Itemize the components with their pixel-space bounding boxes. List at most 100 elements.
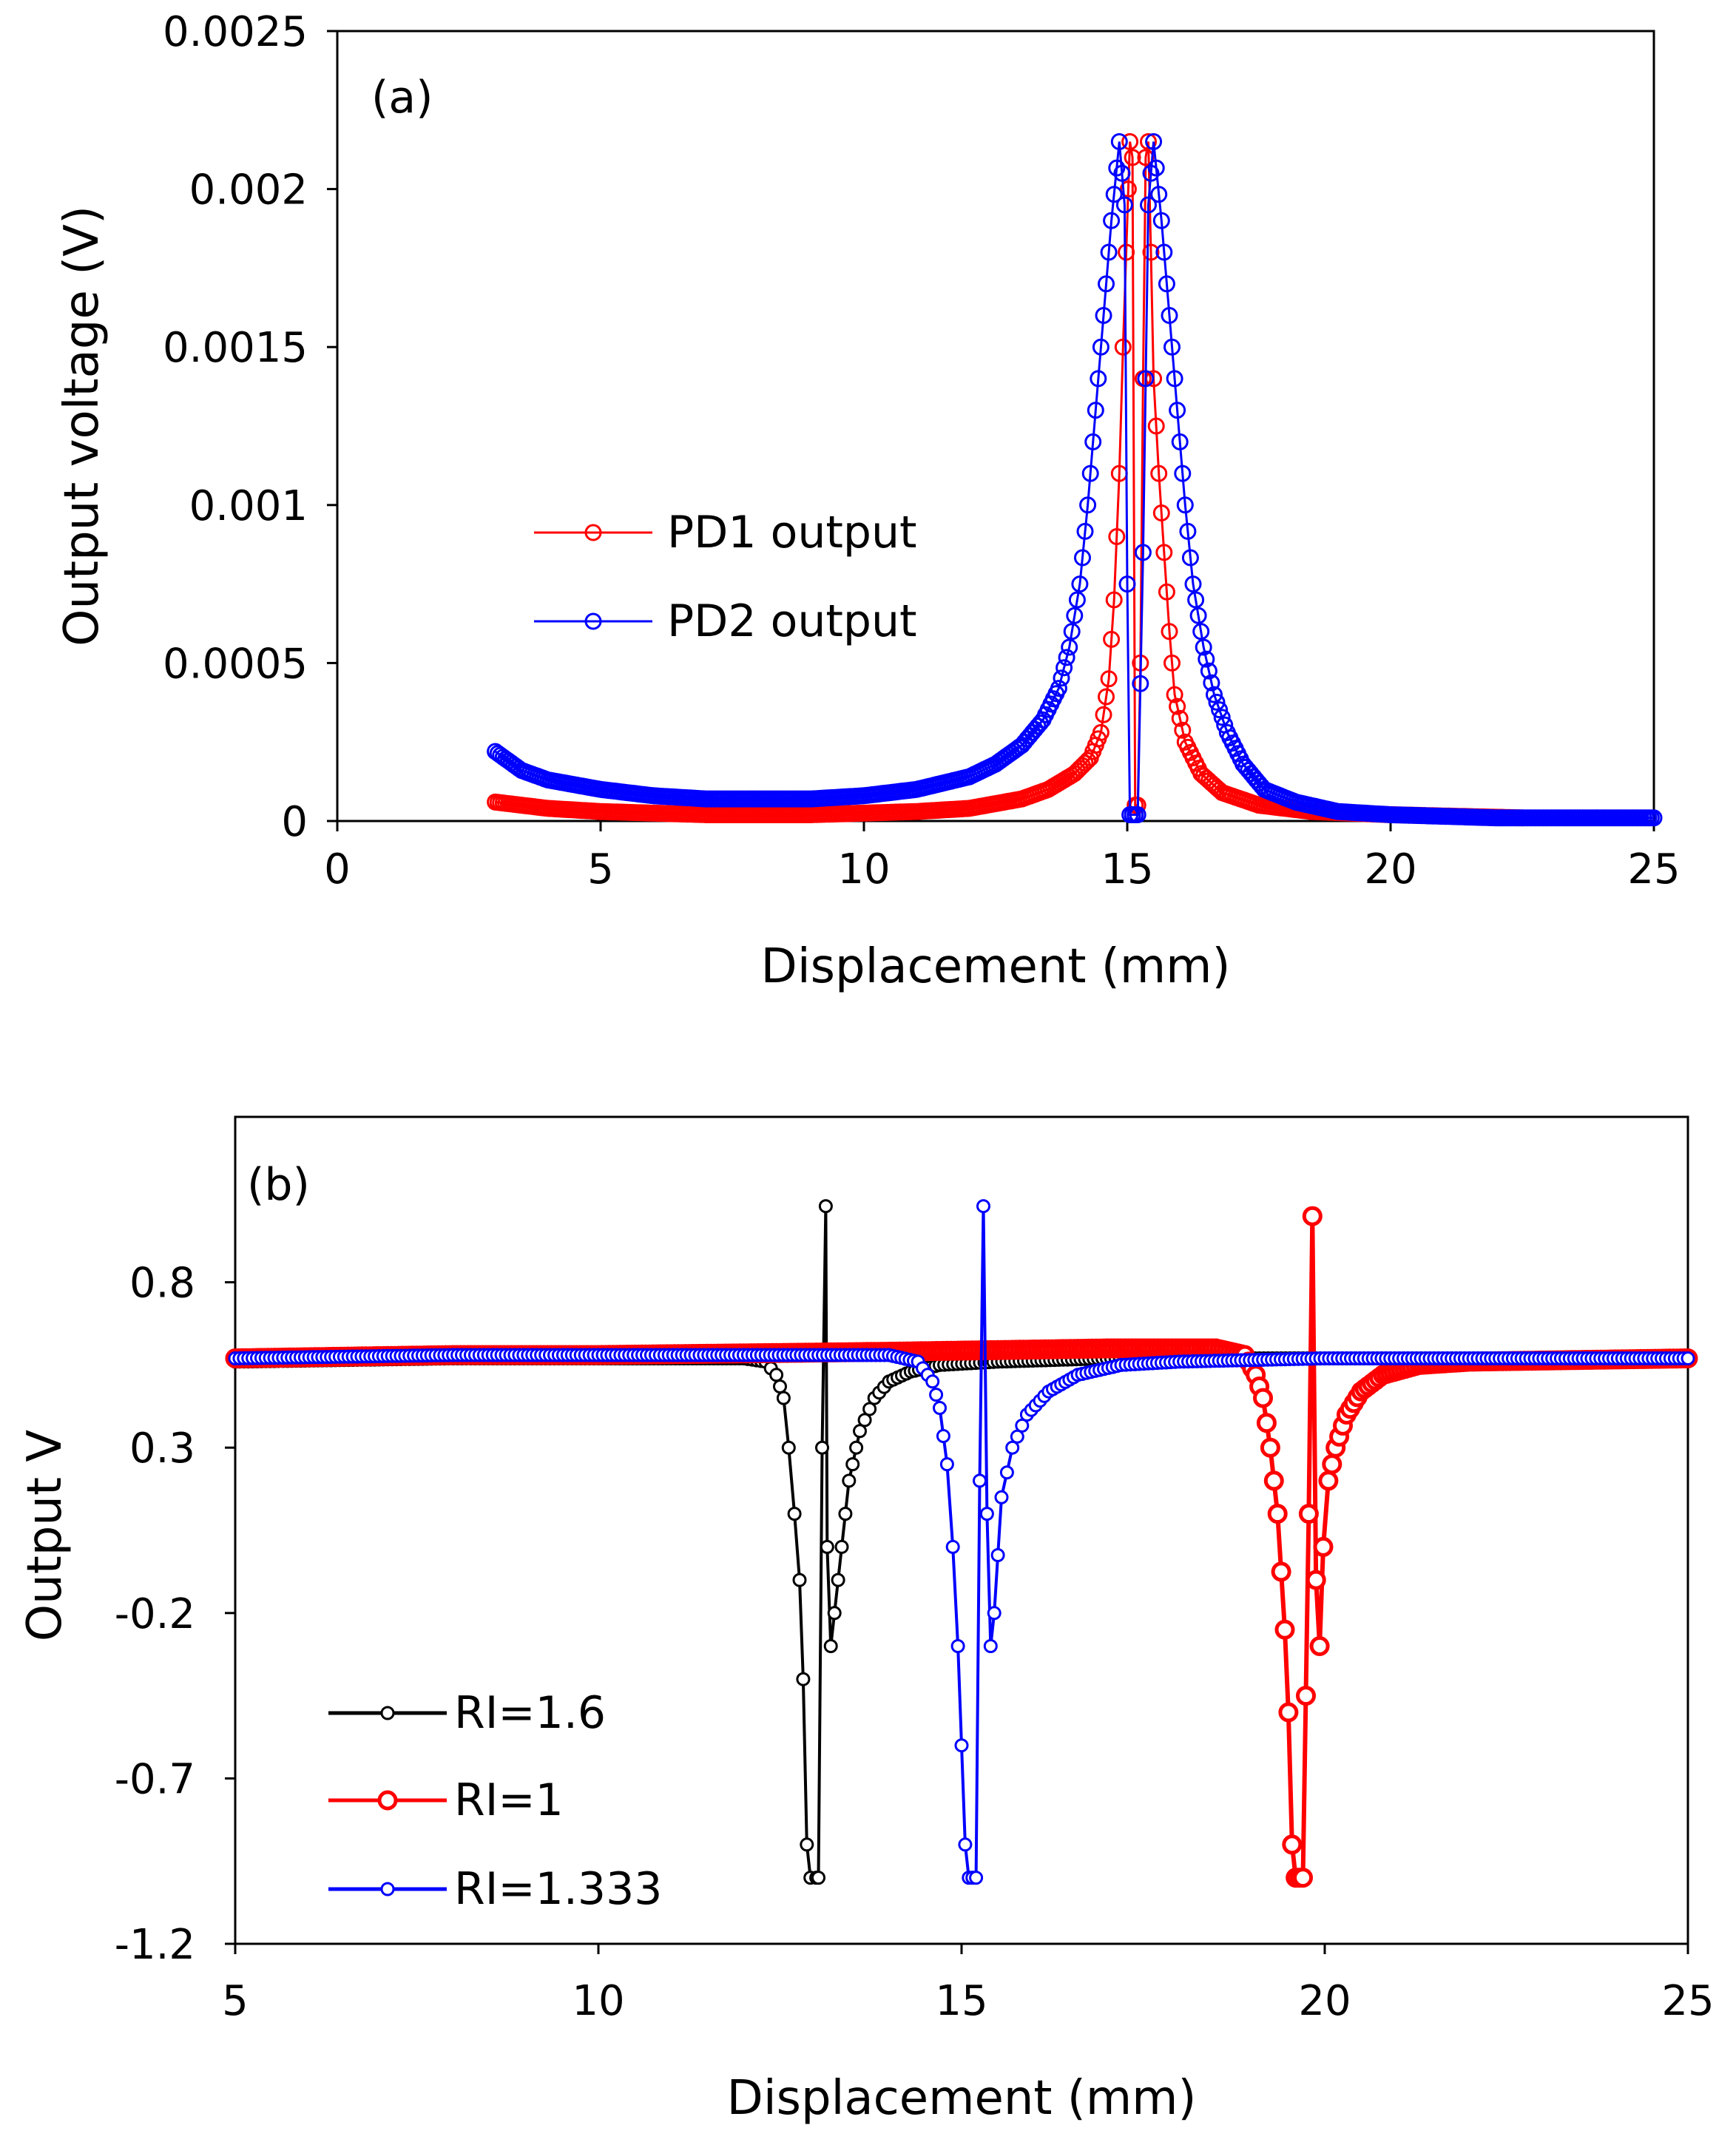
chart-b-ylabel: Output V: [18, 1430, 72, 1642]
chart-a-point-2: [1645, 809, 1663, 827]
chart-a-point-2: [1087, 402, 1104, 419]
chart-b-ticks: 5 10 15 20 25 0.8 0.3 -0.2 -0.7 -1.2: [115, 1260, 1715, 2025]
chart-a-point-2: [1074, 549, 1091, 567]
chart-b-legend: RI=1.6 RI=1 RI=1.333: [328, 1687, 662, 1915]
chart-a-point-2: [1050, 680, 1067, 697]
chart-a-xlabel: Displacement (mm): [761, 939, 1231, 994]
chart-b-point-1: [842, 1473, 857, 1488]
chart-a-point-1: [1158, 583, 1175, 601]
chart-a-point-2: [1090, 370, 1107, 388]
chart-a-point-2: [1105, 186, 1123, 203]
chart-a-xtick-label: 5: [587, 845, 614, 894]
chart-a-point-2: [1208, 693, 1226, 711]
chart-a-xtick-label: 10: [837, 845, 890, 894]
chart-b-point-1: [818, 1199, 833, 1214]
chart-b-point-2: [1260, 1437, 1280, 1458]
chart-a-point-1: [1118, 243, 1135, 261]
chart-a-point-2: [1184, 575, 1202, 593]
chart-a-point-2: [1118, 575, 1136, 593]
chart-b-ytick-label: -0.7: [115, 1755, 195, 1803]
chart-a-point-2: [1189, 607, 1207, 624]
legend-label-ri1333: RI=1.333: [454, 1863, 662, 1915]
chart-a-xtick-label: 15: [1101, 845, 1153, 894]
chart-b-point-3: [1005, 1440, 1020, 1455]
legend-label-pd2: PD2 output: [667, 595, 917, 647]
chart-a-point-2: [1100, 243, 1118, 261]
chart-a-point-1: [1150, 465, 1168, 482]
chart-a-point-2: [1110, 133, 1128, 150]
chart-a-point-1: [1100, 670, 1118, 688]
chart-a-point-1: [1161, 623, 1178, 641]
chart-a-point-1: [1095, 706, 1112, 723]
chart-a-point-2: [1079, 496, 1097, 514]
chart-b-point-3: [933, 1401, 947, 1415]
chart-b-point-3: [936, 1429, 950, 1443]
chart-a-point-1: [1171, 709, 1189, 727]
chart-a-point-1: [1155, 544, 1173, 561]
legend-marker-pd1: [584, 524, 602, 541]
legend-label-pd1: PD1 output: [667, 507, 917, 558]
chart-a-point-2: [1058, 649, 1075, 666]
chart-b-point-3: [976, 1199, 990, 1214]
chart-a-xtick-label: 0: [324, 845, 351, 894]
chart-a-point-1: [1142, 243, 1160, 261]
chart-b-point-1: [811, 1871, 825, 1885]
chart-a-panel-label: (a): [371, 72, 433, 124]
chart-b-point-1: [838, 1507, 853, 1521]
chart-a-point-1: [1140, 133, 1157, 150]
chart-a-point-1: [1076, 754, 1094, 772]
chart-a-point-2: [1134, 544, 1152, 561]
chart-b-point-2: [1313, 1536, 1334, 1557]
chart-b-point-3: [973, 1473, 987, 1488]
chart-b-xtick-label: 20: [1298, 1977, 1351, 2025]
legend-marker-ri1: [377, 1790, 398, 1811]
chart-b-xlabel: Displacement (mm): [727, 2071, 1197, 2126]
chart-b-point-1: [787, 1507, 802, 1521]
chart-a-point-2: [1032, 715, 1049, 732]
chart-b-point-2: [1267, 1504, 1288, 1524]
chart-b-point-3: [958, 1837, 973, 1852]
chart-a-point-2: [1166, 370, 1183, 388]
chart-b-point-2: [1282, 1834, 1303, 1855]
chart-b-point-1: [849, 1440, 864, 1455]
chart-a-point-2: [1192, 623, 1210, 641]
chart-b-xtick-label: 25: [1661, 1977, 1714, 2025]
chart-a-point-2: [1179, 522, 1197, 540]
chart-a-point-2: [1095, 307, 1112, 324]
chart-b-point-3: [925, 1374, 940, 1389]
chart-b-point-3: [994, 1490, 1009, 1504]
chart-a-point-2: [1092, 338, 1110, 356]
chart-a-point-1: [1119, 180, 1137, 198]
chart-b-frame: [234, 1115, 1689, 1945]
chart-b-point-1: [827, 1606, 842, 1621]
chart-a-point-2: [1150, 186, 1168, 203]
chart-b-point-1: [800, 1837, 814, 1852]
chart-b-point-2: [1306, 1570, 1326, 1590]
chart-b-point-2: [1318, 1470, 1339, 1491]
chart-b-point-3: [969, 1871, 984, 1885]
chart-b-ytick-label: -1.2: [115, 1921, 195, 1969]
chart-a-point-2: [1213, 709, 1231, 726]
chart-a-point-2: [1203, 674, 1220, 692]
chart-a-point-1: [1121, 133, 1139, 150]
chart-a-point-2: [1198, 650, 1215, 668]
chart-a-ytick-label: 0.001: [189, 482, 308, 530]
chart-a-point-1: [1105, 591, 1123, 609]
chart-b-xtick-label: 5: [222, 1977, 249, 2025]
chart-a-frame: [336, 30, 1655, 822]
chart-b-point-2: [1293, 1868, 1313, 1888]
chart-a-ytick-label: 0.0015: [163, 324, 308, 372]
chart-b-point-3: [1015, 1418, 1030, 1433]
chart-a-point-1: [1169, 697, 1186, 715]
chart-a-point-2: [1137, 370, 1155, 388]
chart-a-point-2: [1115, 196, 1133, 214]
chart-a-point-2: [1063, 623, 1081, 641]
chart-b-point-2: [1271, 1561, 1291, 1582]
chart-b-point-3: [945, 1539, 960, 1554]
chart-a-point-2: [1066, 607, 1084, 624]
chart-b-panel-label: (b): [247, 1159, 310, 1211]
chart-a-point-2: [1056, 659, 1073, 677]
chart-a-point-1: [1108, 528, 1126, 545]
chart-a-point-2: [1061, 638, 1078, 656]
chart-a-point-2: [1132, 675, 1149, 692]
